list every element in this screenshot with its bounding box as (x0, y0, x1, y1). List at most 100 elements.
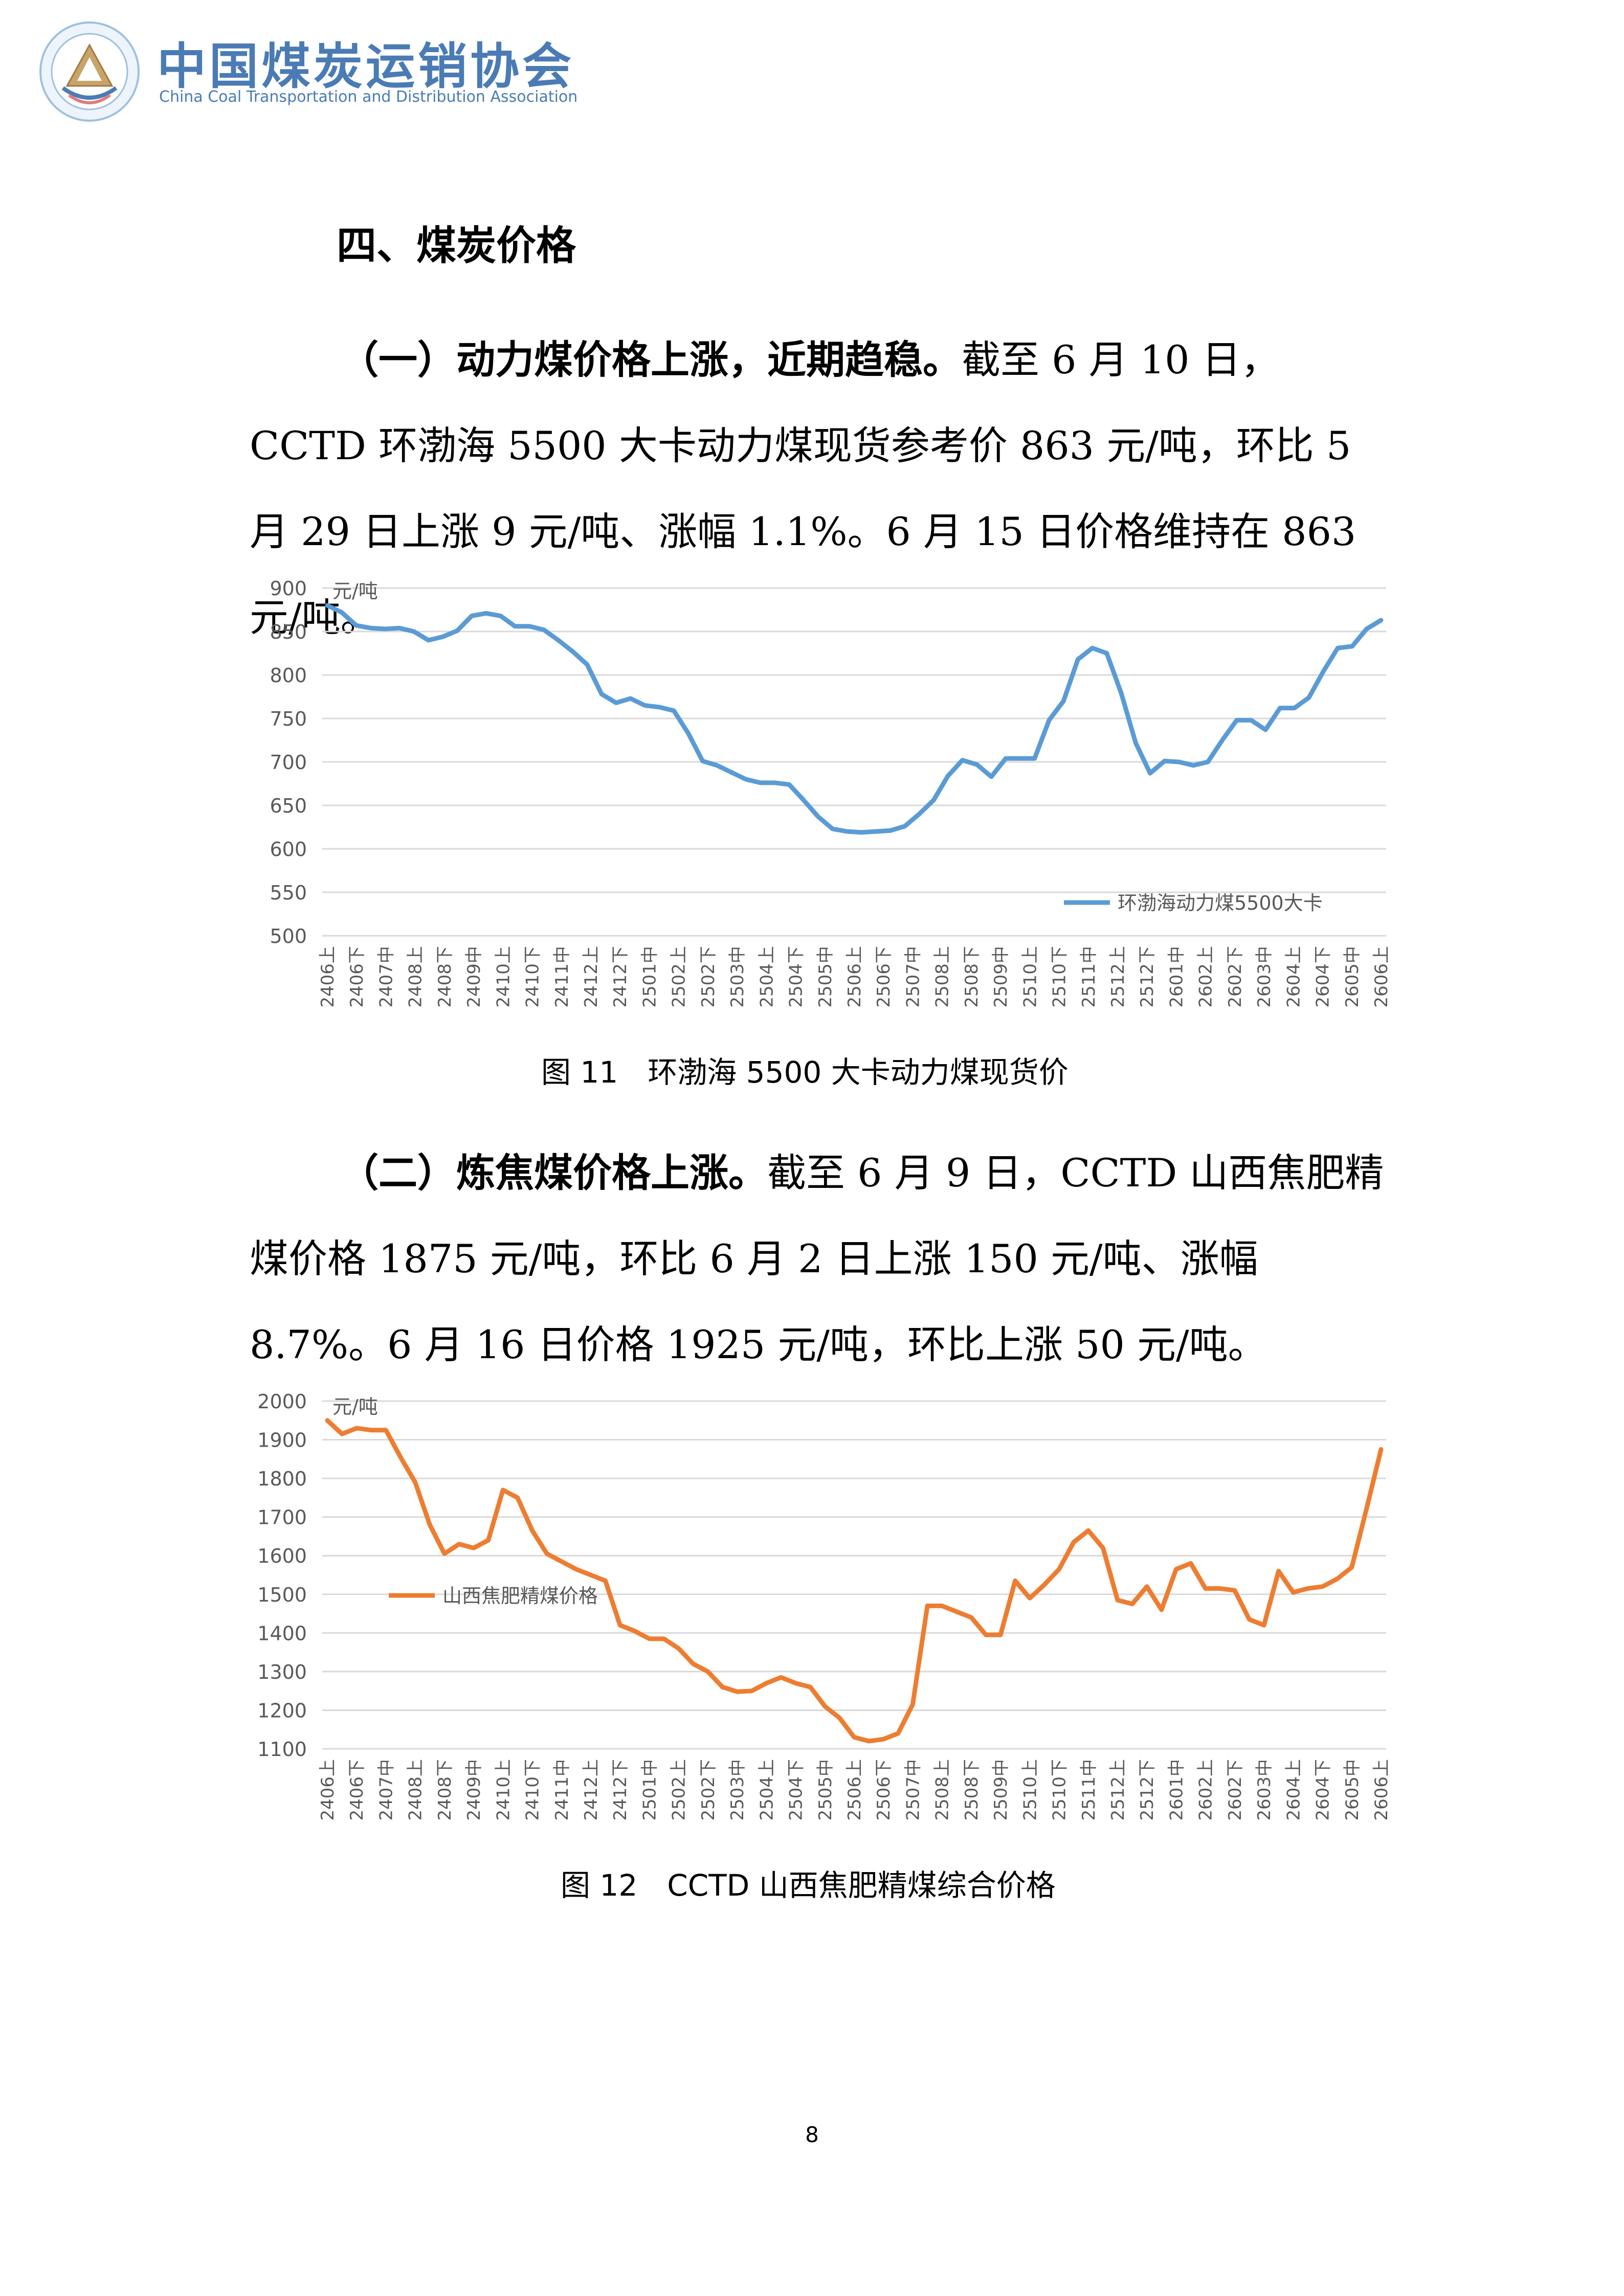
x-tick-label: 2502下 (698, 1759, 719, 1821)
x-tick-label: 2503中 (727, 946, 748, 1008)
y-tick-label: 1200 (257, 1699, 307, 1722)
x-tick-label: 2410上 (493, 946, 514, 1008)
x-tick-label: 2410上 (493, 1759, 514, 1821)
x-tick-label: 2504下 (786, 946, 807, 1008)
x-tick-label: 2412下 (610, 1759, 631, 1821)
x-tick-label: 2604上 (1283, 1759, 1304, 1821)
section-title: 四、煤炭价格 (337, 223, 576, 269)
series-line (325, 1418, 1384, 1744)
x-tick-label: 2502下 (698, 946, 719, 1008)
x-tick-label: 2410下 (523, 1759, 543, 1821)
x-tick-label: 2512下 (1137, 946, 1158, 1008)
x-tick-label: 2507中 (903, 946, 923, 1008)
y-axis-unit: 元/吨 (332, 580, 378, 602)
y-tick-label: 850 (270, 621, 307, 643)
y-tick-label: 1900 (257, 1429, 307, 1452)
x-tick-label: 2508下 (962, 946, 982, 1008)
x-tick-label: 2406下 (347, 1759, 367, 1821)
y-tick-label: 750 (270, 708, 307, 730)
x-tick-label: 2602下 (1225, 946, 1245, 1008)
x-tick-label: 2501中 (639, 1759, 660, 1821)
y-axis-unit: 元/吨 (332, 1395, 378, 1418)
x-tick-label: 2510上 (1020, 946, 1040, 1008)
x-tick-label: 2606上 (1371, 946, 1392, 1008)
x-tick-label: 2502上 (669, 1759, 689, 1821)
y-tick-label: 2000 (257, 1390, 307, 1413)
x-tick-label: 2505中 (815, 1759, 836, 1821)
x-tick-label: 2411中 (552, 1759, 572, 1821)
x-tick-label: 2511中 (1079, 946, 1099, 1008)
paragraph-coking-coal: （二）炼焦煤价格上涨。截至 6 月 9 日，CCTD 山西焦肥精煤价格 1875… (250, 1130, 1390, 1388)
x-tick-label: 2604下 (1313, 1759, 1333, 1821)
y-tick-label: 1300 (257, 1661, 307, 1683)
x-tick-label: 2506下 (874, 1759, 894, 1821)
paragraph-thermal-coal: （一）动力煤价格上涨，近期趋稳。截至 6 月 10 日，CCTD 环渤海 550… (250, 317, 1390, 661)
x-tick-label: 2408上 (406, 1759, 426, 1821)
x-tick-label: 2406上 (318, 1759, 338, 1821)
y-tick-label: 550 (270, 882, 307, 904)
x-tick-label: 2603中 (1254, 946, 1275, 1008)
x-tick-label: 2412上 (581, 946, 602, 1008)
chart-svg: 500 550 600 650 700 750 800 850 900 元/吨 2406上 2406下… (270, 577, 1392, 1008)
x-tick-label: 2408下 (435, 946, 455, 1008)
y-tick-label: 1600 (257, 1545, 307, 1567)
x-tick-label: 2508上 (932, 946, 953, 1008)
coking-coal-price-chart: 1100 1200 1300 1400 1500 1600 1700 1800 1900 2000… (246, 1386, 1401, 1846)
x-tick-label: 2603中 (1254, 1759, 1275, 1821)
x-tick-label: 2604上 (1283, 946, 1304, 1008)
x-tick-label: 2501中 (639, 946, 660, 1008)
figure-11-caption: 图 11 环渤海 5500 大卡动力煤现货价 (541, 1055, 1069, 1090)
y-tick-label: 800 (270, 664, 307, 687)
org-name-cn: 中国煤炭运销协会 (157, 38, 574, 95)
y-tick-label: 650 (270, 795, 307, 817)
x-tick-label: 2407中 (376, 946, 396, 1008)
x-tick-label: 2508下 (962, 1759, 982, 1821)
page-number: 8 (805, 2122, 819, 2147)
x-tick-label: 2601中 (1166, 946, 1187, 1008)
figure-12-caption: 图 12 CCTD 山西焦肥精煤综合价格 (561, 1868, 1056, 1903)
x-tick-label: 2510下 (1050, 946, 1070, 1008)
association-logo (39, 21, 140, 122)
x-tick-label: 2511中 (1079, 1759, 1099, 1821)
x-tick-label: 2602上 (1196, 946, 1216, 1008)
chart-svg: 1100 1200 1300 1400 1500 1600 1700 1800 1900 2000… (257, 1390, 1392, 1821)
x-tick-label: 2512下 (1137, 1759, 1158, 1821)
series-line (325, 603, 1384, 835)
x-tick-label: 2504上 (757, 1759, 777, 1821)
x-tick-label: 2510下 (1050, 1759, 1070, 1821)
x-tick-label: 2605中 (1342, 946, 1363, 1008)
x-tick-label: 2409中 (464, 1759, 484, 1821)
x-tick-label: 2505中 (815, 946, 836, 1008)
x-tick-label: 2601中 (1166, 1759, 1187, 1821)
x-tick-label: 2412上 (581, 1759, 602, 1821)
y-tick-label: 600 (270, 838, 307, 861)
x-tick-label: 2408下 (435, 1759, 455, 1821)
thermal-coal-price-chart: 500 550 600 650 700 750 800 850 900 元/吨 2406上 2406下… (246, 573, 1401, 1033)
x-tick-label: 2506上 (844, 1759, 865, 1821)
x-tick-label: 2504下 (786, 1759, 807, 1821)
legend-label: 山西焦肥精煤价格 (442, 1585, 598, 1607)
x-tick-label: 2411中 (552, 946, 572, 1008)
x-tick-label: 2506上 (844, 946, 865, 1008)
y-tick-label: 1100 (257, 1738, 307, 1761)
x-tick-label: 2406下 (347, 946, 367, 1008)
y-tick-label: 1800 (257, 1468, 307, 1490)
x-tick-label: 2507中 (903, 1759, 923, 1821)
org-name-en: China Coal Transportation and Distributi… (159, 88, 578, 106)
x-tick-label: 2605中 (1342, 1759, 1363, 1821)
x-tick-label: 2409中 (464, 946, 484, 1008)
x-tick-label: 2506下 (874, 946, 894, 1008)
paragraph-body: 截至 6 月 10 日，CCTD 环渤海 5500 大卡动力煤现货参考价 863… (250, 337, 1356, 640)
paragraph-body: 截至 6 月 9 日，CCTD 山西焦肥精煤价格 1875 元/吨，环比 6 月… (250, 1150, 1384, 1367)
x-tick-label: 2602上 (1196, 1759, 1216, 1821)
y-tick-label: 1700 (257, 1506, 307, 1529)
x-tick-label: 2512上 (1108, 946, 1128, 1008)
x-tick-label: 2410下 (523, 946, 543, 1008)
x-tick-label: 2512上 (1108, 1759, 1128, 1821)
x-tick-label: 2508上 (932, 1759, 953, 1821)
y-tick-label: 1500 (257, 1584, 307, 1606)
x-tick-label: 2510上 (1020, 1759, 1040, 1821)
x-tick-label: 2509中 (991, 946, 1011, 1008)
x-tick-label: 2412下 (610, 946, 631, 1008)
y-tick-label: 500 (270, 925, 307, 948)
